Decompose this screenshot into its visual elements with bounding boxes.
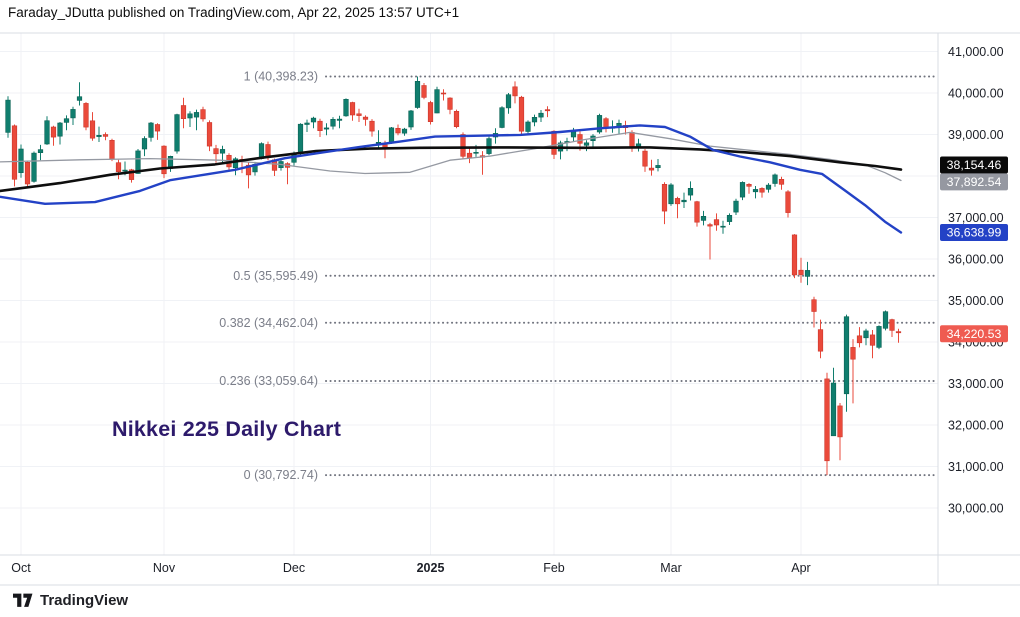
axis-borders <box>0 32 1020 586</box>
price-badge <box>940 156 1008 174</box>
time-tick-label: Oct <box>11 561 31 575</box>
price-tick-label: 33,000.00 <box>948 377 1004 391</box>
attribution-text: Faraday_JDutta published on TradingView.… <box>8 5 460 20</box>
price-tick-label: 39,000.00 <box>948 128 1004 142</box>
tradingview-logo-icon[interactable] <box>13 593 33 608</box>
sma-blue-line <box>0 124 903 234</box>
sma-black-line <box>0 146 903 193</box>
chart-annotation-title: Nikkei 225 Daily Chart <box>112 417 342 441</box>
attribution-header: Faraday_JDutta published on TradingView.… <box>8 5 459 20</box>
price-axis[interactable]: 41,000.0040,000.0039,000.0038,000.0037,0… <box>948 45 1004 516</box>
fib-level-label: 0.236 (33,059.64) <box>219 374 318 388</box>
price-badge <box>940 173 1008 191</box>
time-tick-label: Apr <box>791 561 810 575</box>
fib-level-label: 1 (40,398.23) <box>244 70 318 84</box>
footer-bar: TradingView <box>13 592 128 609</box>
time-tick-label: Feb <box>543 561 565 575</box>
time-tick-label: Dec <box>283 561 305 575</box>
price-badge-label: 34,220.53 <box>947 327 1002 341</box>
price-badge-label: 37,892.54 <box>947 175 1002 189</box>
price-tick-label: 37,000.00 <box>948 211 1004 225</box>
price-tick-label: 32,000.00 <box>948 419 1004 433</box>
fib-level-label: 0.5 (35,595.49) <box>233 269 318 283</box>
price-tick-label: 40,000.00 <box>948 87 1004 101</box>
fib-retracement-tool[interactable]: 1 (40,398.23) 0.5 (35,595.49) 0.382 (34,46… <box>219 70 937 483</box>
price-badge <box>940 325 1008 343</box>
price-tick-label: 30,000.00 <box>948 502 1004 516</box>
price-badge-label: 36,638.99 <box>947 226 1002 240</box>
price-badge <box>940 224 1008 241</box>
price-badge-label: 38,154.46 <box>947 158 1002 172</box>
price-tick-label: 35,000.00 <box>948 294 1004 308</box>
sma-gray-line <box>0 131 902 182</box>
price-tick-label: 41,000.00 <box>948 45 1004 59</box>
grid-lines <box>0 33 938 555</box>
price-tick-label: 36,000.00 <box>948 253 1004 267</box>
time-axis[interactable]: Oct Nov Dec 2025 Feb Mar Apr <box>11 561 810 575</box>
time-tick-label: 2025 <box>417 561 445 575</box>
time-tick-label: Nov <box>153 561 176 575</box>
moving-average-lines <box>0 124 903 234</box>
time-tick-label: Mar <box>660 561 682 575</box>
price-tick-label: 31,000.00 <box>948 460 1004 474</box>
tradingview-brand-text[interactable]: TradingView <box>40 592 129 609</box>
price-badges: 38,154.46 37,892.54 36,638.99 34,220.53 <box>940 156 1008 343</box>
fib-level-label: 0 (30,792.74) <box>244 468 318 482</box>
fib-level-label: 0.382 (34,462.04) <box>219 316 318 330</box>
